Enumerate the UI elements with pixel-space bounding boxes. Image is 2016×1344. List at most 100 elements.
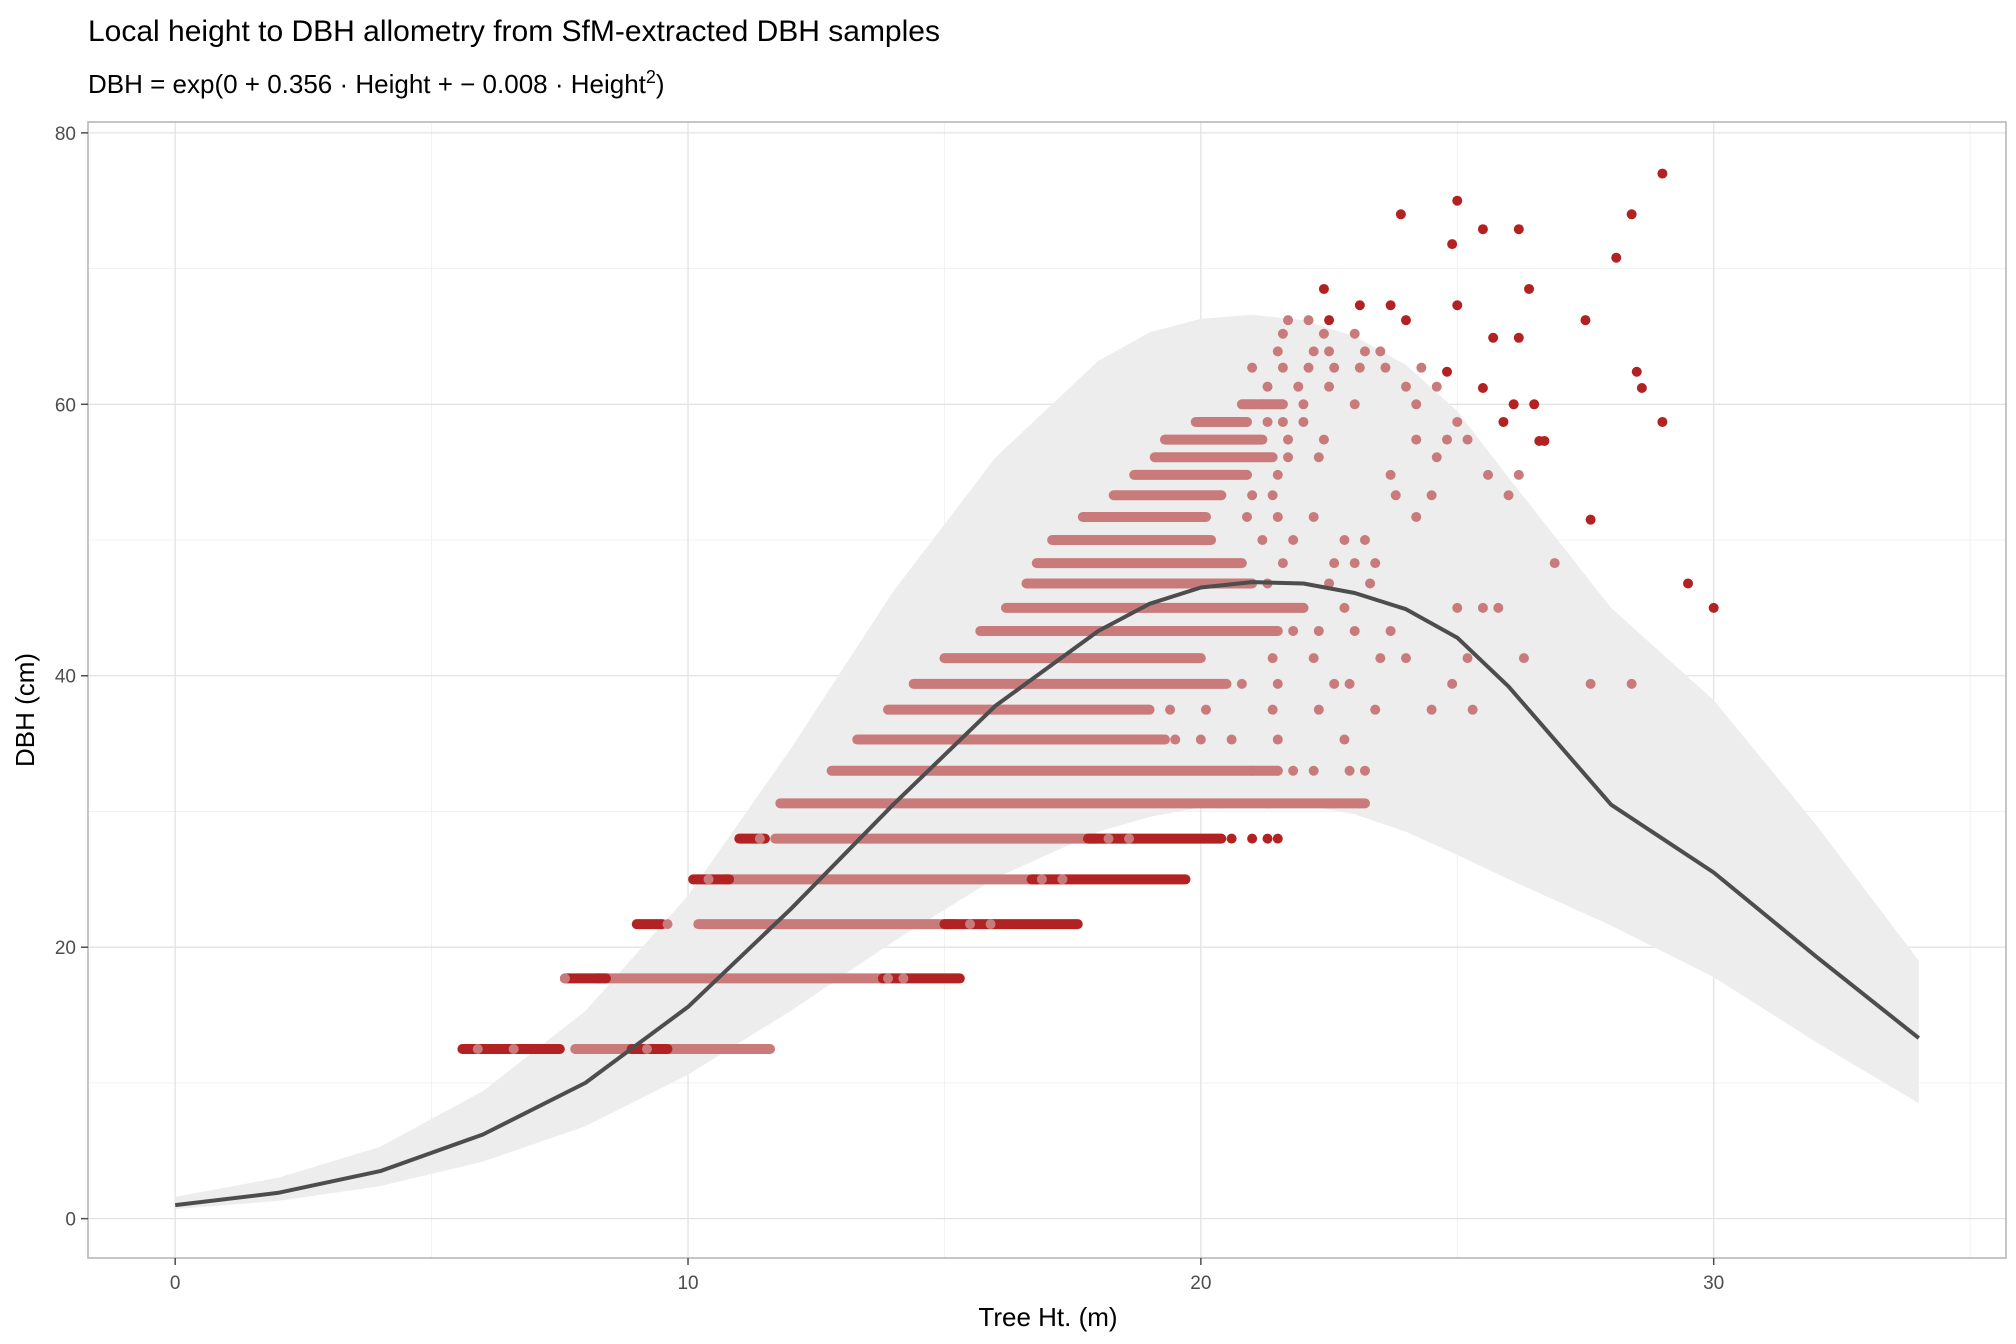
- inlier-point: [1431, 381, 1442, 392]
- inlier-point: [1411, 511, 1422, 522]
- outlier-point: [1395, 209, 1406, 220]
- inlier-point: [1416, 362, 1427, 373]
- inlier-point: [1262, 381, 1273, 392]
- inlier-point: [1308, 346, 1319, 357]
- outlier-point: [1585, 514, 1596, 525]
- inlier-point: [1462, 434, 1473, 445]
- outlier-point: [1447, 239, 1458, 250]
- inlier-point: [965, 919, 976, 930]
- inlier-point: [1103, 833, 1114, 844]
- inlier-point: [1267, 704, 1278, 715]
- inlier-point: [1339, 535, 1350, 546]
- inlier-point: [1329, 558, 1340, 569]
- inlier-point: [1329, 678, 1340, 689]
- inlier-point: [1585, 678, 1596, 689]
- inlier-point: [1452, 602, 1463, 613]
- inlier-point-rows: [570, 399, 1370, 1054]
- outlier-point: [1488, 332, 1499, 343]
- inlier-point: [1354, 798, 1365, 809]
- inlier-point: [883, 973, 894, 984]
- inlier-point: [1272, 511, 1283, 522]
- inlier-point: [1339, 734, 1350, 745]
- subtitle-formula: DBH = exp(0 + 0.356 · Height + − 0.008 ·…: [88, 69, 647, 99]
- inlier-point: [1385, 625, 1396, 636]
- inlier-point: [1452, 416, 1463, 427]
- outlier-point: [1226, 833, 1237, 844]
- inlier-point: [1195, 734, 1206, 745]
- outlier-point: [1452, 195, 1463, 206]
- outlier-point: [1262, 833, 1273, 844]
- x-tick-label: 30: [1703, 1273, 1724, 1294]
- outlier-point: [1477, 383, 1488, 394]
- subtitle-exponent: 2: [646, 67, 656, 87]
- inlier-point: [1288, 535, 1299, 546]
- inlier-point: [1375, 653, 1386, 664]
- inlier-point: [1242, 511, 1253, 522]
- inlier-point: [1272, 469, 1283, 480]
- inlier-point: [1247, 362, 1258, 373]
- outlier-point: [1477, 224, 1488, 235]
- outlier-point: [1508, 399, 1519, 410]
- inlier-point: [1283, 452, 1294, 463]
- y-axis-title: DBH (cm): [10, 653, 40, 767]
- inlier-point: [1308, 765, 1319, 776]
- outlier-point: [1529, 399, 1540, 410]
- inlier-point: [1216, 798, 1227, 809]
- y-tick-label: 20: [55, 938, 76, 959]
- inlier-point: [1272, 765, 1283, 776]
- x-axis-title: Tree Ht. (m): [978, 1302, 1117, 1332]
- inlier-point: [1626, 678, 1637, 689]
- outlier-point: [1513, 224, 1524, 235]
- inlier-point: [1288, 625, 1299, 636]
- y-tick-label: 0: [65, 1210, 76, 1231]
- inlier-point: [1442, 434, 1453, 445]
- inlier-point: [1272, 734, 1283, 745]
- inlier-point: [1267, 490, 1278, 501]
- inlier-point: [1400, 381, 1411, 392]
- inlier-point: [1349, 399, 1360, 410]
- inlier-point: [1426, 490, 1437, 501]
- outlier-point: [1580, 315, 1591, 326]
- inlier-point: [508, 1043, 519, 1054]
- inlier-point: [1293, 381, 1304, 392]
- inlier-point: [1344, 678, 1355, 689]
- inlier-point: [1375, 346, 1386, 357]
- inlier-point: [1549, 558, 1560, 569]
- inlier-point: [1283, 315, 1294, 326]
- inlier-point: [641, 1043, 652, 1054]
- outlier-point: [1272, 833, 1283, 844]
- x-axis: 0 10 20 30: [170, 1258, 1724, 1294]
- inlier-point: [1226, 734, 1237, 745]
- y-axis: 0 20 40 60 80: [55, 124, 88, 1231]
- outlier-point: [1657, 416, 1668, 427]
- inlier-point: [1390, 490, 1401, 501]
- inlier-point: [1226, 625, 1237, 636]
- inlier-point: [985, 919, 996, 930]
- x-tick-label: 0: [170, 1273, 181, 1294]
- inlier-point: [1298, 399, 1309, 410]
- outlier-point: [1318, 283, 1329, 294]
- outlier-point: [1385, 300, 1396, 311]
- x-tick-label: 10: [677, 1273, 698, 1294]
- inlier-point: [1170, 734, 1181, 745]
- outlier-point: [1626, 209, 1637, 220]
- inlier-point: [1426, 704, 1437, 715]
- inlier-point: [1411, 399, 1422, 410]
- inlier-point: [1057, 874, 1068, 885]
- subtitle-close: ): [656, 69, 665, 99]
- inlier-point: [1036, 874, 1047, 885]
- outlier-point: [1400, 315, 1411, 326]
- inlier-point: [1303, 315, 1314, 326]
- inlier-point: [1354, 362, 1365, 373]
- inlier-point: [1339, 602, 1350, 613]
- inlier-point: [1313, 452, 1324, 463]
- inlier-point: [1283, 434, 1294, 445]
- y-tick-label: 40: [55, 667, 76, 688]
- inlier-point: [1359, 346, 1370, 357]
- inlier-point: [1308, 653, 1319, 664]
- inlier-point: [1329, 798, 1340, 809]
- inlier-point: [1257, 535, 1268, 546]
- inlier-point: [1277, 558, 1288, 569]
- inlier-point: [1318, 434, 1329, 445]
